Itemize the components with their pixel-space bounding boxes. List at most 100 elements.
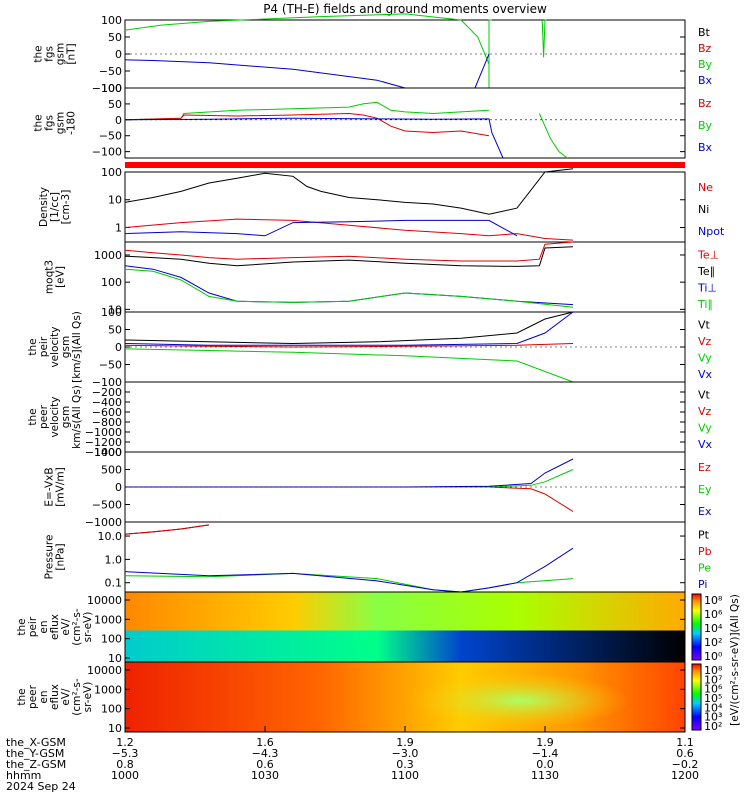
y-axis-label: the — [33, 114, 45, 131]
panel-6: −200−400−600−800−1000−1200−1400 the peer ve… — [27, 381, 713, 459]
y-tick-label: 50 — [108, 324, 122, 337]
y-axis-label: fgs — [44, 115, 56, 131]
ephemeris-value: 1000 — [111, 769, 139, 782]
y-axis-label: the — [16, 618, 28, 635]
y-tick-label: 1.0 — [105, 553, 123, 566]
series-line — [125, 469, 574, 488]
y-axis-label: km/s(All Qs) — [71, 385, 83, 449]
colorbar-tick-label: 10⁴ — [704, 701, 723, 714]
y-tick-label: −100 — [92, 376, 122, 389]
y-tick-label: 100 — [101, 306, 122, 319]
y-tick-label: 100 — [101, 633, 122, 646]
y-tick-label: 10 — [108, 652, 122, 665]
colorbar-tick-label: 10³ — [704, 711, 722, 724]
y-axis-label: sr-eV) — [82, 612, 94, 643]
y-axis-label: velocity — [49, 326, 61, 367]
y-tick-label: −1200 — [85, 436, 122, 449]
series-line — [124, 112, 490, 137]
y-axis-label: fgs — [44, 46, 56, 62]
y-axis-label: gsm — [60, 336, 72, 358]
panel-3: 100 10 1 Density [1/cc] [cm-3] Ne Ni Npot — [38, 166, 725, 243]
y-tick-label: 10.0 — [98, 530, 123, 543]
y-tick-label: −600 — [92, 406, 122, 419]
ephemeris-value: 1200 — [671, 769, 699, 782]
y-tick-label: 1000 — [94, 446, 122, 459]
colorbar — [691, 663, 702, 731]
legend-entry: Ez — [698, 461, 711, 474]
ephemeris-table: the_X-GSM 1.2 1.6 1.9 1.9 1.1 the_Y-GSM −5.3 −4.… — [6, 736, 699, 793]
panel-frame — [124, 521, 686, 593]
legend-entry: Bx — [698, 141, 713, 154]
series-line — [474, 53, 490, 89]
series-line — [124, 241, 574, 262]
y-tick-label: 10 — [108, 194, 122, 207]
legend-entry: Bx — [698, 74, 713, 87]
y-axis-label: peir — [38, 336, 50, 357]
date-label: 2024 Sep 24 — [6, 780, 76, 793]
y-tick-label: −200 — [92, 386, 122, 399]
y-tick-label: −100 — [92, 146, 122, 159]
y-tick-label: 1000 — [94, 683, 122, 696]
series-line — [124, 524, 210, 535]
y-tick-label: 10000 — [87, 664, 122, 677]
ephemeris-row-label: the_Y-GSM — [6, 747, 64, 760]
y-tick-label: 0 — [115, 114, 122, 127]
legend-entry: Bz — [698, 42, 712, 55]
legend-entry: Te⊥ — [697, 248, 719, 261]
y-axis-label: peir — [27, 616, 39, 637]
legend-entry: Bz — [698, 97, 712, 110]
series-line — [124, 268, 574, 308]
y-axis-label: (cm²-s- — [71, 678, 83, 716]
ephemeris-value: −0.2 — [672, 758, 699, 771]
y-tick-label: 100 — [101, 14, 122, 27]
panel-frame — [124, 381, 686, 453]
y-axis-label: [km/s](All Qs) — [71, 311, 83, 383]
series-line — [124, 246, 574, 267]
colorbar-label: [eV/(cm²-s-sr-eV)](All Qs) — [729, 594, 741, 726]
y-tick-label: −400 — [92, 396, 122, 409]
series-line — [124, 572, 574, 593]
ephemeris-value: −1.4 — [532, 747, 559, 760]
y-axis-label: [1/cc] — [49, 192, 61, 222]
ephemeris-row-label: the_Z-GSM — [6, 758, 66, 771]
colorbar-tick-label: 10⁸ — [704, 664, 723, 677]
y-tick-label: −100 — [92, 82, 122, 95]
series-line — [124, 311, 574, 345]
series-line — [488, 19, 492, 88]
y-axis-label: [cm-3] — [60, 190, 72, 225]
colorbar-tick-label: 10² — [704, 636, 722, 649]
series-line — [124, 218, 574, 241]
panel-5: 100 50 0 −50 −100 the peir velocity gsm [km/s](Al… — [27, 306, 713, 389]
y-tick-label: −50 — [99, 359, 122, 372]
y-axis-label: gsm — [55, 112, 67, 134]
y-tick-label: 50 — [108, 98, 122, 111]
legend-entry: Bt — [698, 26, 711, 39]
y-axis-label: -180 — [66, 111, 78, 135]
y-tick-label: −500 — [92, 499, 122, 512]
y-axis-label: peer — [38, 404, 50, 429]
legend-entry: Vy — [698, 421, 712, 434]
ephemeris-value: 1.2 — [116, 736, 134, 749]
y-axis-label: moqt3 — [44, 260, 56, 294]
y-axis-label: [eV] — [55, 266, 67, 288]
ephemeris-value: 1130 — [531, 769, 559, 782]
y-axis-label: [nPa] — [55, 543, 67, 570]
legend-entry: By — [698, 119, 713, 132]
legend-entry: Pi — [698, 578, 707, 591]
y-tick-label: −1400 — [85, 446, 122, 459]
y-axis-label: gsm — [55, 43, 67, 65]
y-tick-label: −1000 — [85, 426, 122, 439]
y-axis-label: velocity — [49, 396, 61, 437]
series-line — [125, 486, 574, 512]
ephemeris-value: 1.9 — [536, 736, 554, 749]
colorbar — [691, 593, 702, 661]
panel-2: 100 50 0 −50 −100 the fgs gsm -180 Bz By Bx — [33, 82, 713, 159]
colorbar-tick-label: 10⁶ — [704, 608, 723, 621]
ephemeris-value: 1.6 — [256, 736, 274, 749]
ephemeris-value: −5.3 — [112, 747, 139, 760]
colorbar-tick-label: 10⁸ — [704, 594, 723, 607]
legend-entry: Vx — [698, 368, 713, 381]
y-axis-label: the — [27, 338, 39, 355]
legend-entry: Vz — [698, 335, 712, 348]
